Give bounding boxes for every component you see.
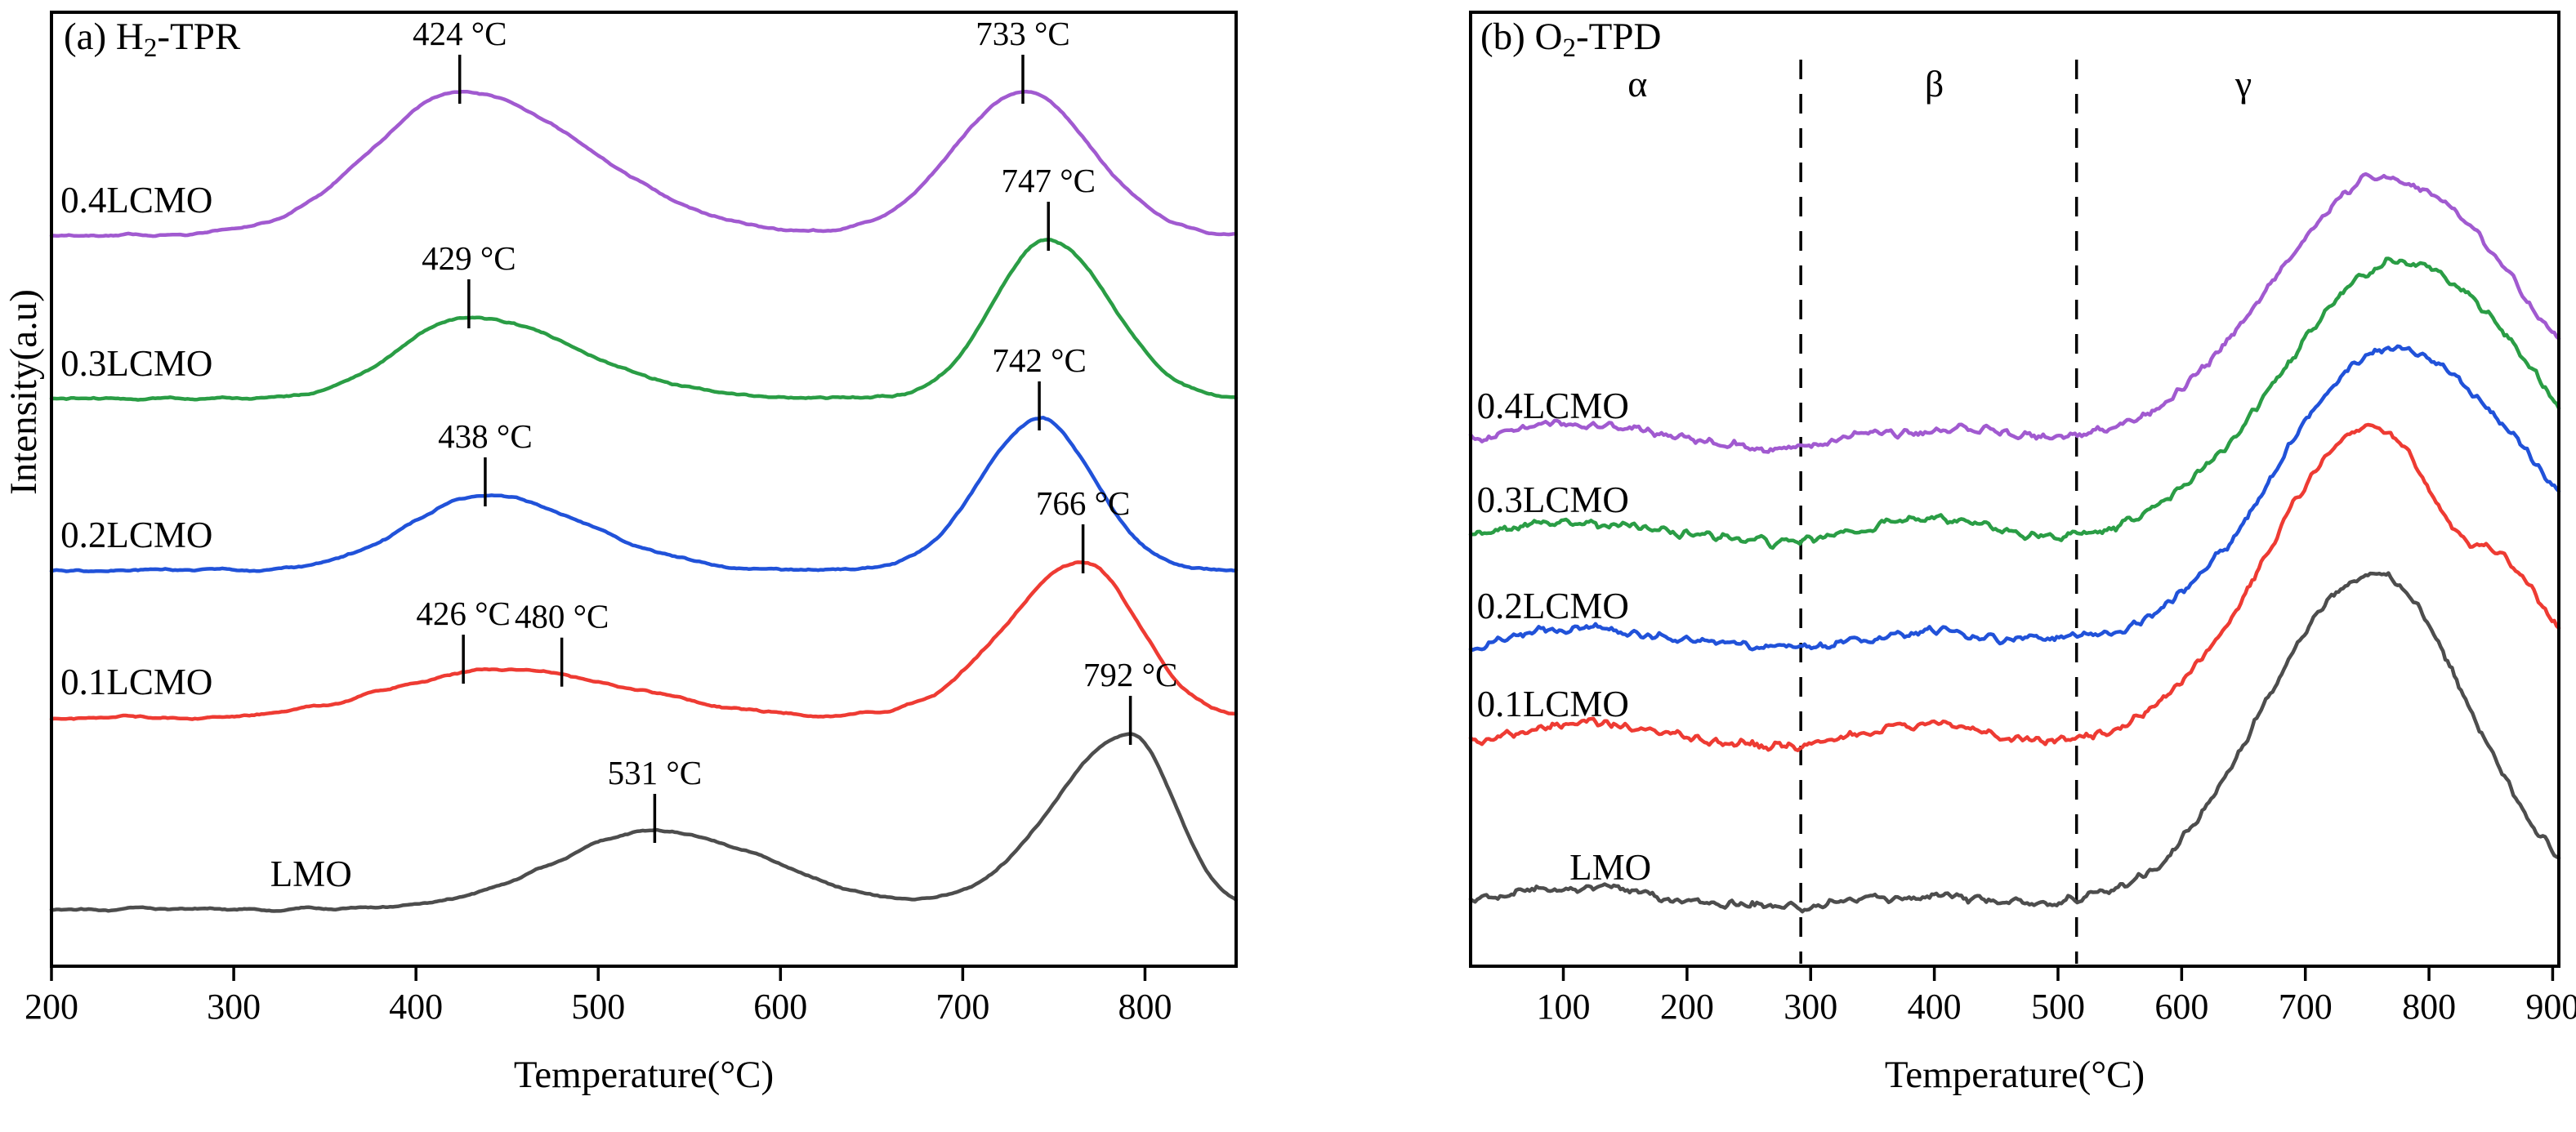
x-tick-label: 700 — [935, 987, 989, 1027]
x-tick-label: 800 — [1118, 987, 1172, 1027]
peak-annotation: 424 °C — [413, 15, 507, 52]
x-tick-label: 300 — [1784, 987, 1837, 1027]
series-label-0.1LCMO: 0.1LCMO — [60, 662, 212, 702]
x-axis-label: Temperature(°C) — [1885, 1054, 2145, 1096]
peak-annotation: 747 °C — [1001, 162, 1096, 199]
peak-annotation: 742 °C — [992, 341, 1087, 379]
curve-0.2LCMO — [1468, 344, 2561, 652]
x-tick-label: 200 — [1660, 987, 1714, 1027]
curve-0.4LCMO — [1468, 172, 2561, 454]
x-tick-label: 100 — [1537, 987, 1591, 1027]
x-tick-label: 500 — [571, 987, 625, 1027]
x-tick-label: 800 — [2402, 987, 2456, 1027]
x-tick-label: 600 — [753, 987, 807, 1027]
curve-LMO — [1468, 571, 2561, 914]
region-label-γ: γ — [2234, 63, 2252, 105]
peak-annotation: 733 °C — [975, 15, 1070, 52]
peak-annotation: 426 °C — [416, 595, 511, 632]
plot-border — [1469, 11, 2560, 968]
curve-0.1LCMO — [1468, 422, 2561, 752]
series-label-0.3LCMO: 0.3LCMO — [60, 343, 212, 384]
panel-title: (b) O2-TPD — [1480, 16, 1661, 63]
peak-annotation: 438 °C — [438, 417, 533, 455]
curve-0.1LCMO — [49, 560, 1239, 721]
series-label-0.4LCMO: 0.4LCMO — [1477, 386, 1629, 426]
y-axis-label: Intensity(a.u) — [2, 289, 45, 495]
series-label-LMO: LMO — [1569, 847, 1651, 888]
peak-annotation: 531 °C — [608, 754, 703, 791]
x-tick-label: 400 — [1908, 987, 1962, 1027]
panel-a-h2-tpr-chart: 0.4LCMO 424 °C 733 °C 0.3LCMO 429 °C 747 °C 0.… — [2, 11, 1239, 1096]
curve-LMO — [49, 732, 1239, 913]
x-tick-label: 500 — [2031, 987, 2085, 1027]
series-label-LMO: LMO — [270, 853, 352, 894]
region-label-α: α — [1627, 63, 1647, 105]
x-tick-label: 300 — [207, 987, 261, 1027]
curve-0.3LCMO — [49, 238, 1239, 402]
x-axis-label: Temperature(°C) — [514, 1054, 774, 1096]
x-tick-label: 400 — [389, 987, 443, 1027]
peak-annotation: 792 °C — [1083, 656, 1178, 693]
peak-annotation: 766 °C — [1036, 484, 1131, 522]
x-tick-label: 700 — [2279, 987, 2333, 1027]
curve-0.4LCMO — [49, 89, 1239, 238]
curve-0.3LCMO — [1468, 256, 2561, 550]
peak-annotation: 429 °C — [422, 239, 516, 277]
plot-border — [50, 11, 1238, 968]
series-label-0.1LCMO: 0.1LCMO — [1477, 684, 1629, 724]
series-label-0.2LCMO: 0.2LCMO — [1477, 586, 1629, 626]
x-tick-label: 900 — [2525, 987, 2576, 1027]
series-label-0.2LCMO: 0.2LCMO — [60, 515, 212, 555]
x-tick-label: 200 — [25, 987, 78, 1027]
peak-annotation: 480 °C — [515, 598, 609, 635]
panel-title: (a) H2-TPR — [64, 16, 241, 63]
x-tick-label: 600 — [2154, 987, 2208, 1027]
series-label-0.3LCMO: 0.3LCMO — [1477, 479, 1629, 520]
panel-b-o2-tpd-chart: α β γ 0.4LCMO 0.3LCMO 0.2LCMO 0.1LCMO LMO 100 200… — [1468, 11, 2576, 1096]
region-label-β: β — [1925, 63, 1944, 105]
series-label-0.4LCMO: 0.4LCMO — [60, 180, 212, 221]
